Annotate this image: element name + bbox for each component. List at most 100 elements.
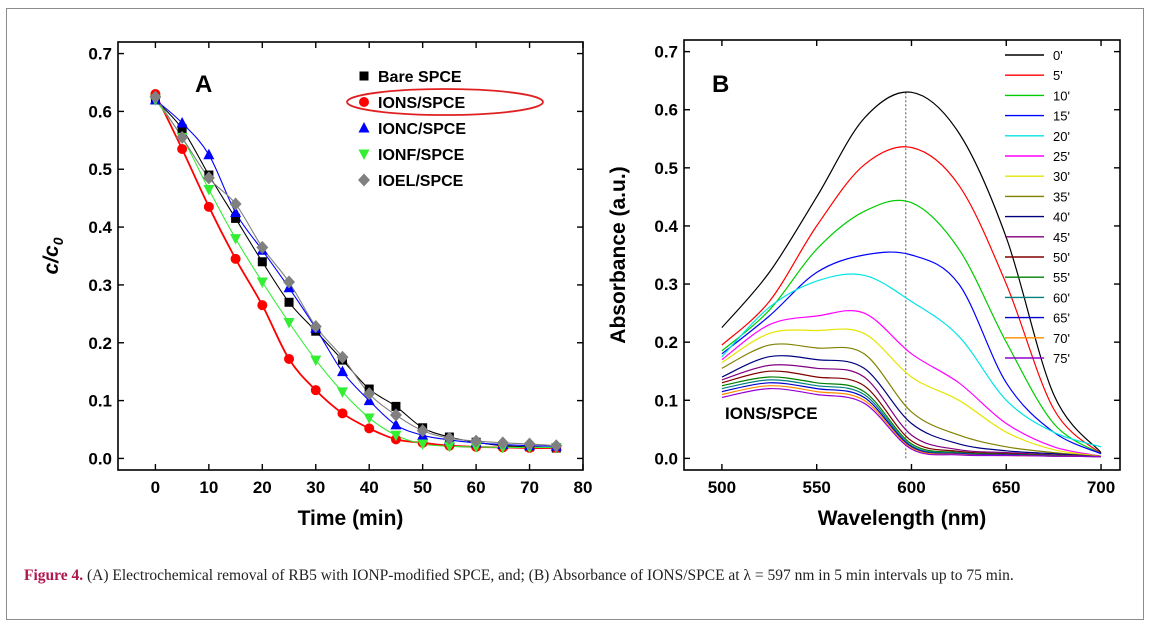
x-tick-label: 70 xyxy=(520,478,539,497)
data-point xyxy=(336,365,348,377)
y-tick-label: 0.1 xyxy=(88,392,112,411)
data-point xyxy=(203,148,215,160)
y-tick-label: 0.4 xyxy=(88,218,112,237)
data-point xyxy=(177,144,188,154)
legend-label: 55' xyxy=(1053,270,1070,285)
data-point xyxy=(149,90,162,104)
data-point xyxy=(389,408,402,422)
caption-text: (A) Electrochemical removal of RB5 with … xyxy=(87,567,1014,584)
series-curve xyxy=(154,99,557,449)
data-point xyxy=(310,355,322,367)
y-tick-label: 0.4 xyxy=(654,217,678,236)
legend-marker xyxy=(358,149,370,160)
y-tick-label: 0.0 xyxy=(654,449,678,468)
x-tick-label: 600 xyxy=(897,478,925,497)
data-point xyxy=(176,130,189,144)
data-point xyxy=(443,441,455,453)
legend-label: 35' xyxy=(1053,189,1070,204)
data-point xyxy=(283,318,295,329)
legend-label: 10' xyxy=(1053,88,1070,103)
series-curve xyxy=(155,99,557,447)
data-point xyxy=(390,430,402,442)
legend-marker xyxy=(358,173,370,187)
data-point xyxy=(176,116,188,128)
x-tick-label: 20 xyxy=(253,478,272,497)
series-line xyxy=(721,146,1102,455)
x-axis-label: Wavelength (nm) xyxy=(818,507,986,530)
series-line xyxy=(721,91,1102,453)
plot-area-frame xyxy=(117,41,584,471)
series-line xyxy=(721,251,1102,455)
y-tick-label: 0.1 xyxy=(654,391,678,410)
series-line xyxy=(721,387,1102,458)
data-point xyxy=(256,240,269,254)
chart-b: 0.0 0.1 0.2 0.3 0.4 0.5 0.6 0.7 500 550 600 650 700 B… xyxy=(607,39,1121,530)
plot-area-frame xyxy=(683,39,1121,471)
data-point xyxy=(337,408,348,419)
chart-a: 0.0 0.1 0.2 0.3 0.4 0.5 0.6 0.7 0 10 20 30 40 50 60 70 8… xyxy=(40,41,593,530)
legend-label: 5' xyxy=(1053,68,1063,83)
series-line xyxy=(721,343,1102,458)
data-point xyxy=(443,431,456,445)
data-point xyxy=(523,437,536,451)
y-axis-label-main: c/c xyxy=(40,245,63,275)
y-tick-label: 0.5 xyxy=(654,159,678,178)
data-point xyxy=(470,442,482,453)
y-tick-label: 0.6 xyxy=(654,101,678,120)
data-point xyxy=(257,257,267,267)
y-tick-label: 0.7 xyxy=(88,45,112,64)
data-point xyxy=(391,401,401,411)
legend-marker xyxy=(359,97,369,107)
legend-label: 60' xyxy=(1053,290,1070,305)
data-point xyxy=(229,197,242,211)
figure-frame xyxy=(6,8,1144,620)
x-tick-label: 700 xyxy=(1087,478,1115,497)
legend-marker xyxy=(359,71,369,81)
legend-label: 20' xyxy=(1053,129,1070,144)
legend-a: Bare SPCE IONS/SPCE IONC/SPCE IONF/SPCE IOEL… xyxy=(346,69,544,190)
series-line xyxy=(721,310,1102,457)
series-line xyxy=(721,328,1102,457)
caption-label: Figure 4. xyxy=(24,567,84,584)
data-point xyxy=(256,277,268,289)
y-tick-label: 0.6 xyxy=(88,102,112,121)
legend-label: 65' xyxy=(1053,311,1070,326)
y-axis-label-subscript: 0 xyxy=(50,237,66,245)
legend-label: 40' xyxy=(1053,210,1070,225)
data-point xyxy=(364,423,375,434)
x-tick-label: 30 xyxy=(306,478,325,497)
y-tick-label: 0.3 xyxy=(654,275,678,294)
x-tick-label: 650 xyxy=(992,478,1020,497)
data-point xyxy=(283,275,296,289)
data-point xyxy=(363,413,375,424)
legend-label: IONF/SPCE xyxy=(378,147,465,164)
data-point xyxy=(230,253,241,264)
series-curve xyxy=(154,93,557,449)
data-point xyxy=(203,201,214,212)
x-tick-label: 10 xyxy=(199,478,218,497)
series-curve xyxy=(154,96,557,447)
legend-label: IONC/SPCE xyxy=(378,121,466,138)
x-tick-label: 500 xyxy=(708,478,736,497)
x-tick-label: 80 xyxy=(574,478,593,497)
data-point xyxy=(336,387,348,398)
legend-label: 15' xyxy=(1053,109,1070,124)
legend-label: 45' xyxy=(1053,230,1070,245)
data-point xyxy=(416,424,429,438)
series-line xyxy=(721,364,1102,458)
data-point xyxy=(496,436,509,450)
legend-label: IOEL/SPCE xyxy=(378,173,464,190)
series-line xyxy=(721,199,1102,455)
x-tick-label: 550 xyxy=(803,478,831,497)
legend-label: 50' xyxy=(1053,250,1070,265)
data-point xyxy=(470,434,483,448)
y-tick-label: 0.5 xyxy=(88,160,112,179)
panel-label: A xyxy=(195,71,212,98)
series-line xyxy=(721,355,1102,458)
data-point xyxy=(177,124,187,134)
legend-label: IONS/SPCE xyxy=(378,95,465,112)
legend-label: 75' xyxy=(1053,351,1070,366)
legend-label: 30' xyxy=(1053,169,1070,184)
data-point xyxy=(284,353,295,364)
